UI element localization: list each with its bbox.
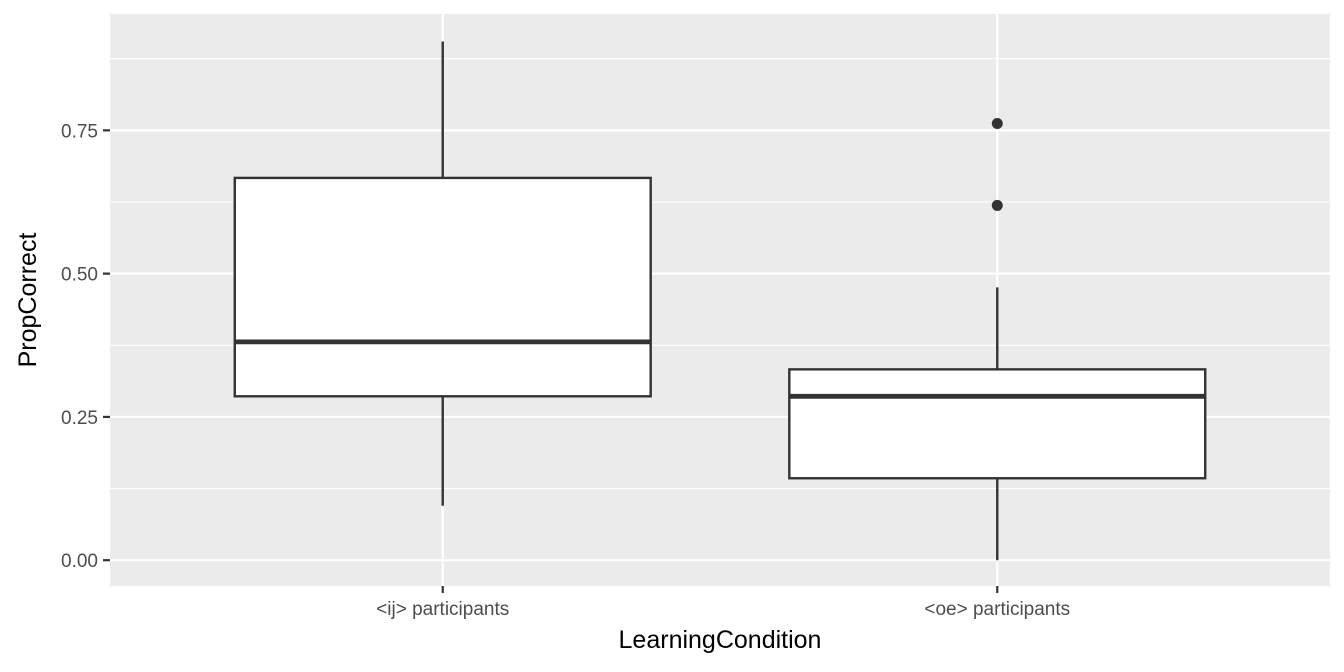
box-layer	[233, 41, 1207, 561]
box-group	[233, 41, 652, 506]
x-tick-label: <oe> participants	[924, 599, 1070, 620]
outlier-point	[991, 199, 1003, 211]
y-axis-title: PropCorrect	[14, 233, 42, 368]
x-axis: <ij> participants <oe> participants	[376, 586, 1070, 620]
y-tick-label: 0.25	[61, 408, 98, 429]
y-axis: 0.00 0.25 0.50 0.75	[61, 121, 110, 572]
y-tick-label: 0.50	[61, 265, 98, 286]
x-axis-title: LearningCondition	[619, 626, 822, 654]
box-iqr	[233, 176, 652, 398]
box-iqr	[788, 368, 1207, 480]
y-tick-label: 0.00	[61, 551, 98, 572]
x-tick-label: <ij> participants	[376, 599, 509, 620]
outlier-point	[991, 117, 1003, 129]
y-tick-label: 0.75	[61, 121, 98, 142]
box-group	[788, 117, 1207, 561]
